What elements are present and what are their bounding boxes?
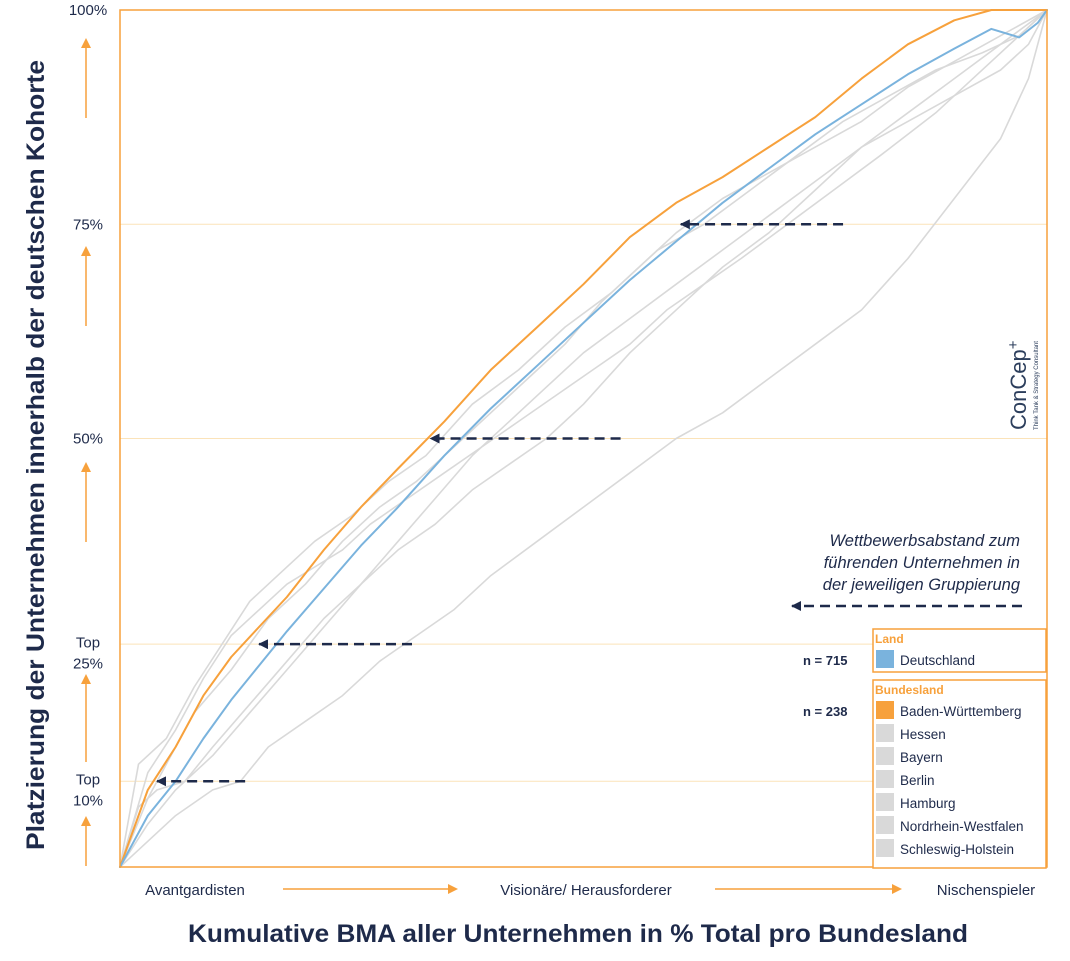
- series-hessen: [119, 9, 1048, 868]
- legend-bundesland-box: [872, 679, 1047, 869]
- brand-name: ConCep: [1006, 349, 1031, 430]
- series-deutschland: [119, 9, 1048, 868]
- y-tick-100: 100%: [69, 2, 107, 19]
- legend-swatch-bayern: [876, 747, 894, 765]
- legend-label-baden-w-rttemberg: Baden-Württemberg: [900, 704, 1022, 719]
- legend-label-hamburg: Hamburg: [900, 796, 956, 811]
- series-schleswig-holstein: [119, 9, 1048, 868]
- legend-land-header: Land: [875, 632, 904, 646]
- svg-text:ConCep+: ConCep+: [1005, 340, 1031, 430]
- legend-label-bayern: Bayern: [900, 750, 943, 765]
- brand-tagline: Think Tank & Strategy Consultant: [1034, 341, 1040, 430]
- legend-swatch-hessen: [876, 724, 894, 742]
- brand-plus: +: [1005, 340, 1022, 349]
- legend-bundesland-header: Bundesland: [875, 683, 944, 697]
- annotation-line-3: der jeweiligen Gruppierung: [823, 576, 1021, 594]
- legend-land-box: [872, 628, 1047, 673]
- y-tick-labels: 100% 75% 50% Top 25% Top 10%: [69, 2, 107, 809]
- x-segment-avantgardisten: Avantgardisten: [145, 882, 245, 899]
- legend-swatch-nordrhein-westfalen: [876, 816, 894, 834]
- y-tick-25-0: Top: [76, 634, 100, 651]
- legend: Land n = 715 Deutschland Bundesland n = …: [803, 628, 1047, 869]
- legend-bundesland-n: n = 238: [803, 704, 847, 719]
- annotation-line-1: Wettbewerbsabstand zum: [830, 532, 1020, 550]
- y-tick-9-0: Top: [76, 771, 100, 788]
- legend-label-deutschland: Deutschland: [900, 653, 975, 668]
- plot-frame: [119, 9, 1048, 868]
- legend-swatch-baden-w-rttemberg: [876, 701, 894, 719]
- x-axis-title: Kumulative BMA aller Unternehmen in % To…: [188, 920, 968, 948]
- legend-swatch-deutschland: [876, 650, 894, 668]
- legend-label-nordrhein-westfalen: Nordrhein-Westfalen: [900, 819, 1024, 834]
- legend-swatch-berlin: [876, 770, 894, 788]
- y-tick-25-1: 25%: [73, 655, 103, 672]
- series-baden-w-rttemberg: [119, 9, 1048, 868]
- legend-swatch-hamburg: [876, 793, 894, 811]
- gap-arrows: [156, 219, 844, 787]
- legend-land-n: n = 715: [803, 653, 847, 668]
- x-segment-nischenspieler: Nischenspieler: [937, 882, 1035, 899]
- x-segment-visionaere: Visionäre/ Herausforderer: [500, 882, 671, 899]
- legend-label-berlin: Berlin: [900, 773, 935, 788]
- legend-swatch-schleswig-holstein: [876, 839, 894, 857]
- annotation-line-2: führenden Unternehmen in: [824, 554, 1020, 572]
- y-axis-title: Platzierung der Unternehmen innerhalb de…: [22, 60, 50, 850]
- legend-bundesland-items: Baden-Württemberg Hessen Bayern Berlin Hambu…: [876, 701, 1024, 857]
- y-tick-75: 75%: [73, 216, 103, 233]
- legend-label-schleswig-holstein: Schleswig-Holstein: [900, 842, 1014, 857]
- series-nordrhein-westfalen: [119, 9, 1048, 868]
- series-hamburg: [119, 9, 1048, 868]
- y-tick-50: 50%: [73, 431, 103, 448]
- gap-annotation: Wettbewerbsabstand zum führenden Unterne…: [791, 532, 1022, 611]
- concept-logo: ConCep+ Think Tank & Strategy Consultant: [1005, 340, 1040, 430]
- y-tick-9-1: 10%: [73, 792, 103, 809]
- series-bayern: [119, 9, 1048, 868]
- legend-label-hessen: Hessen: [900, 727, 946, 742]
